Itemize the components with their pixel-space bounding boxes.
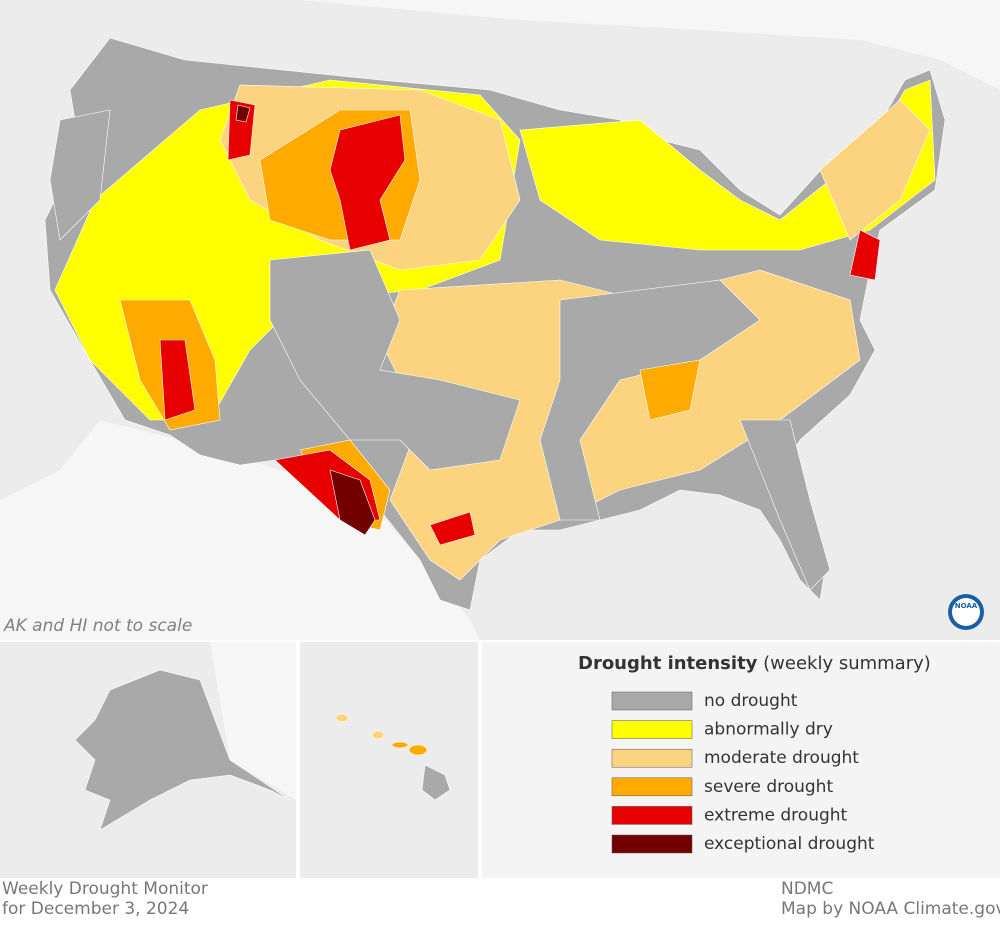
legend-panel	[482, 642, 1000, 878]
legend-label: abnormally dry	[704, 720, 833, 740]
logo-text: NOAA	[955, 602, 978, 610]
island	[408, 744, 428, 756]
legend-swatch	[611, 806, 693, 825]
footer-line: Weekly Drought Monitor	[2, 879, 208, 899]
legend-label: no drought	[704, 691, 798, 711]
area	[819, 99, 931, 241]
legend-title: Drought intensity	[578, 653, 758, 674]
island	[421, 764, 451, 801]
hawaii	[335, 713, 451, 801]
area	[849, 229, 881, 281]
island	[371, 730, 385, 740]
legend-label: moderate drought	[704, 748, 859, 768]
area	[49, 109, 111, 241]
area	[329, 114, 406, 251]
noaa-logo-inner	[952, 598, 980, 626]
area	[159, 339, 196, 421]
legend-swatch	[611, 748, 693, 768]
area	[429, 511, 476, 546]
area	[269, 249, 521, 471]
footer-line: Map by NOAA Climate.gov	[781, 899, 1000, 919]
alaska	[74, 669, 291, 831]
area	[739, 419, 831, 591]
legend-swatch	[611, 720, 693, 739]
area	[539, 279, 761, 521]
legend-heading: Drought intensity (weekly summary)	[578, 653, 931, 674]
footer-line: for December 3, 2024	[2, 899, 189, 919]
legend-swatch	[611, 834, 693, 854]
legend-subtitle: (weekly summary)	[763, 653, 931, 674]
legend-label: severe drought	[704, 777, 833, 797]
mexico	[0, 420, 480, 640]
area	[639, 359, 701, 421]
legend-label: extreme drought	[704, 805, 848, 825]
legend-swatch	[611, 691, 693, 711]
island	[335, 713, 349, 723]
legend: no drought abnormally dry moderate drought…	[611, 691, 875, 854]
hawaii-panel	[300, 642, 478, 878]
drought-areas	[49, 79, 936, 591]
area	[519, 79, 936, 251]
island	[391, 741, 409, 749]
area	[329, 469, 376, 536]
legend-swatch	[611, 777, 693, 797]
area	[235, 104, 251, 123]
footer-line: NDMC	[781, 879, 833, 899]
canada	[0, 0, 1000, 90]
legend-label: exceptional drought	[704, 834, 875, 854]
canada-inset	[210, 642, 296, 800]
scale-note: AK and HI not to scale	[3, 616, 192, 636]
